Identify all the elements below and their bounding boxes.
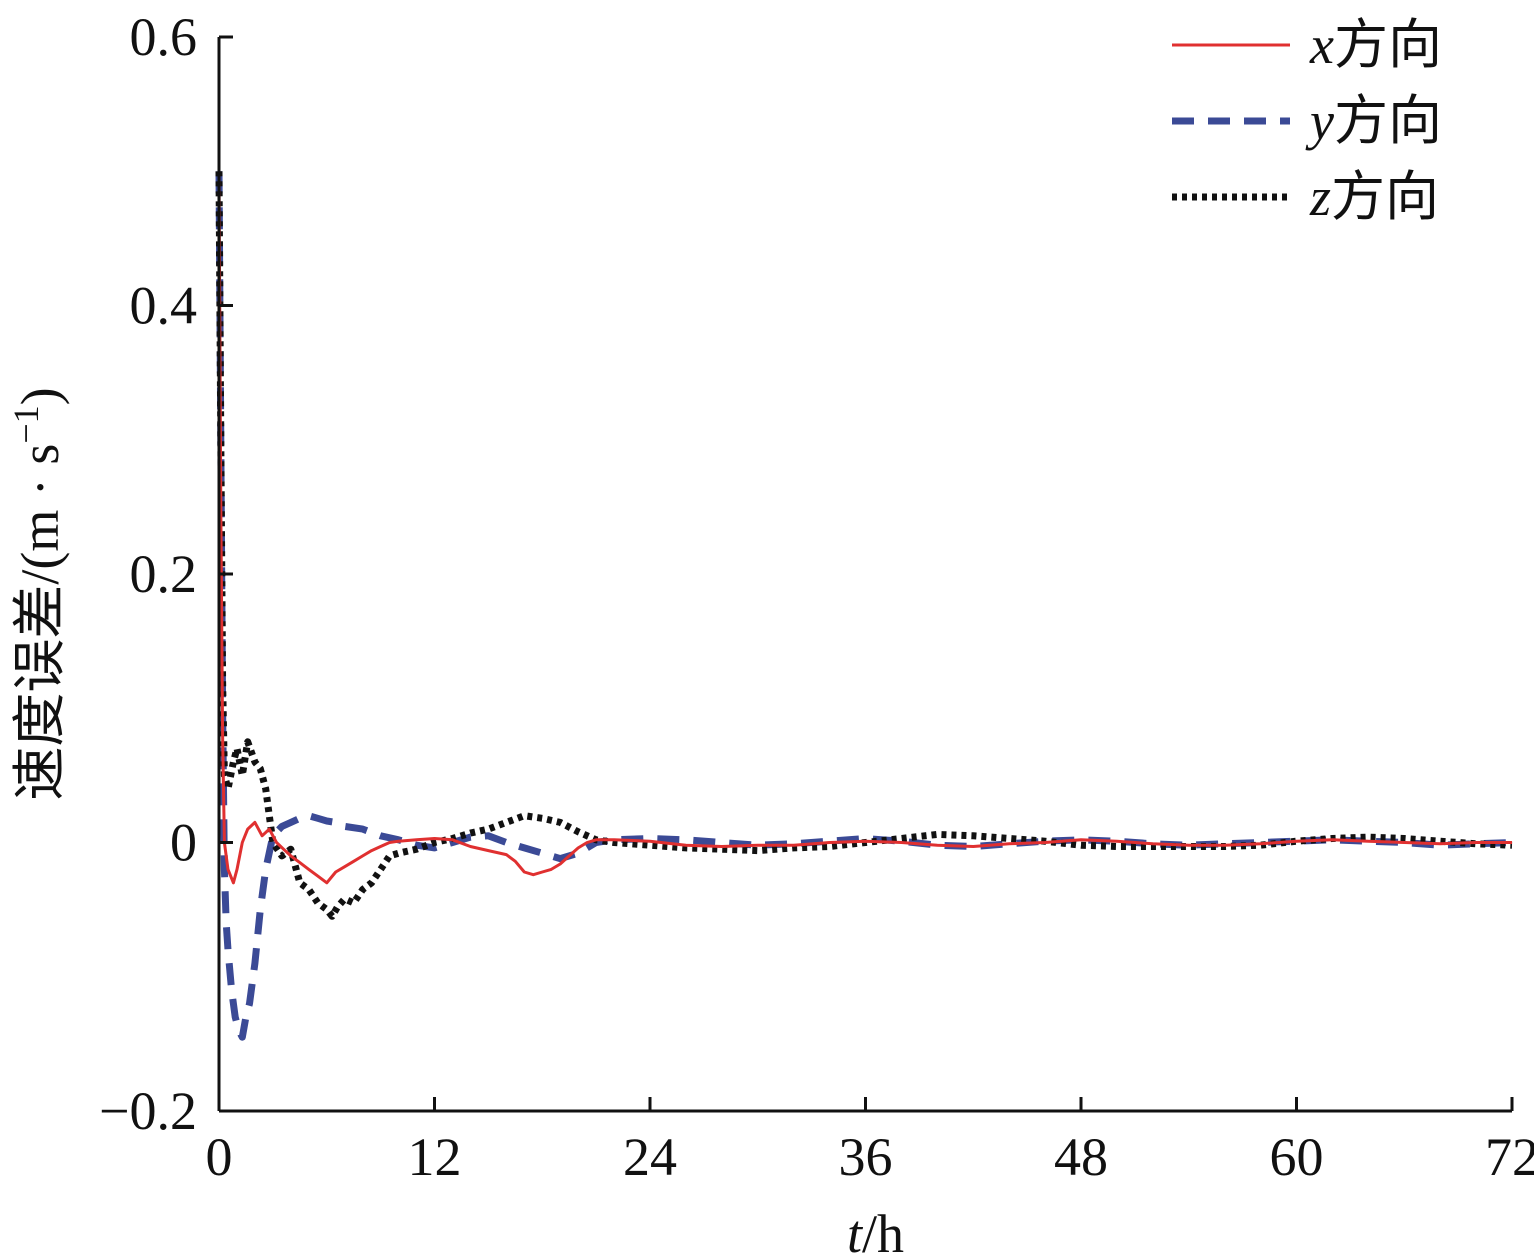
y-axis-label-close: ) bbox=[10, 387, 70, 405]
y-tick-label: 0.6 bbox=[130, 7, 198, 67]
y-axis-label-sup: −1 bbox=[6, 405, 46, 443]
series-group bbox=[215, 171, 1513, 1041]
x-tick-label: 48 bbox=[1054, 1127, 1108, 1187]
series-line-z bbox=[215, 171, 1513, 920]
y-axis-label: 速度误差/(m · s−1) bbox=[6, 387, 70, 800]
x-tick-label: 0 bbox=[206, 1127, 233, 1187]
x-tick-label: 12 bbox=[408, 1127, 462, 1187]
x-axis-label-var: t bbox=[847, 1204, 864, 1256]
series-line-x bbox=[217, 171, 1512, 885]
legend-label-y: y方向 bbox=[1305, 91, 1442, 151]
y-tick-label: −0.2 bbox=[99, 1081, 197, 1141]
y-tick-label: 0.4 bbox=[130, 276, 198, 336]
legend-label-x: x方向 bbox=[1309, 15, 1442, 75]
x-axis-label-unit: /h bbox=[862, 1204, 904, 1256]
x-tick-label: 36 bbox=[839, 1127, 893, 1187]
y-tick-label: 0.2 bbox=[130, 544, 198, 604]
y-tick-label: 0 bbox=[170, 813, 197, 873]
legend-label-z: z方向 bbox=[1309, 167, 1439, 227]
x-axis-label: t/h bbox=[847, 1204, 904, 1256]
x-tick-label: 24 bbox=[623, 1127, 677, 1187]
axes: 0 12 24 36 48 60 72 −0.200.20.40.6 bbox=[99, 7, 1534, 1187]
legend: x方向 y方向 z方向 bbox=[1172, 15, 1442, 227]
y-ticks: −0.2 0 0.2 0.4 0.6 bbox=[99, 7, 233, 1141]
series-line-y bbox=[215, 171, 1513, 1041]
x-tick-label: 60 bbox=[1270, 1127, 1324, 1187]
x-tick-label: 72 bbox=[1485, 1127, 1534, 1187]
x-ticks: 0 12 24 36 48 60 72 bbox=[206, 1097, 1534, 1187]
y-axis-label-main: 速度误差/(m · s bbox=[10, 444, 70, 801]
